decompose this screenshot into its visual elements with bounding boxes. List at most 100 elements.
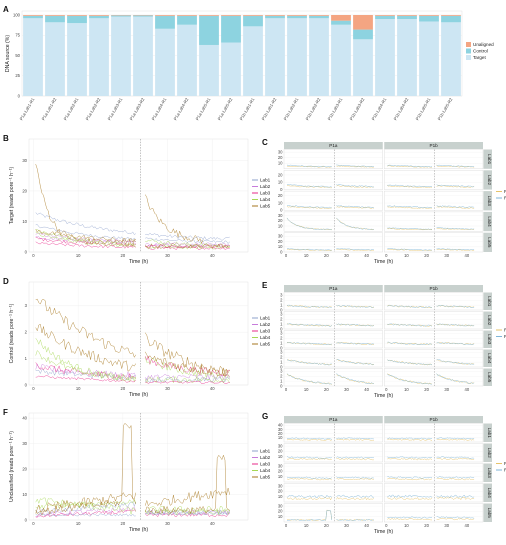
x-tick: 20 — [121, 253, 126, 258]
x-tick: 30 — [344, 523, 349, 528]
facet-series-r1 — [336, 477, 374, 480]
facet-series-r2 — [436, 373, 475, 385]
y-tick: 0 — [25, 382, 28, 387]
series-line-lab5 — [35, 492, 137, 514]
facet-series-r2 — [387, 437, 433, 440]
facet-series-r2 — [287, 342, 332, 346]
bar-unaligned — [45, 15, 65, 16]
y-tick: 0 — [280, 307, 283, 312]
y-axis-label: Target (reads pore⁻¹ h⁻¹) — [9, 167, 15, 225]
panel-label-b: B — [3, 134, 9, 143]
series-line-lab1 — [145, 232, 230, 241]
y-tick: 30 — [278, 149, 283, 154]
facet-row-strip — [483, 503, 492, 522]
x-tick: 0 — [385, 387, 388, 392]
facet-series-r1 — [286, 478, 332, 481]
y-tick: 0 — [25, 517, 28, 522]
bar-control — [221, 15, 241, 43]
x-tick: 0 — [385, 253, 388, 258]
bar-control — [177, 15, 197, 25]
facet-row-label: Lab2 — [487, 448, 492, 459]
x-tick-a: P1b-Lab2-R2 — [305, 96, 322, 121]
facet-series-r2 — [286, 184, 332, 188]
facet-row-label: Lab1 — [487, 296, 492, 307]
y-tick-a: 0 — [18, 93, 21, 98]
facet-row-label: Lab2 — [487, 315, 492, 326]
y-tick: 20 — [22, 188, 27, 193]
bar-control — [67, 15, 87, 24]
y-tick: 30 — [278, 463, 283, 468]
facet-series-r2 — [286, 304, 332, 308]
legend-swatch-a — [466, 55, 471, 60]
x-tick: 20 — [121, 386, 126, 391]
y-tick: 0 — [280, 249, 283, 254]
x-axis-label: Time (h) — [129, 392, 148, 398]
facet-cell — [384, 483, 484, 503]
facet-series-r2 — [286, 494, 332, 498]
y-tick: 20 — [278, 155, 283, 160]
y-tick: 30 — [22, 441, 27, 446]
legend-label: Lab4 — [260, 197, 271, 202]
facet-row-label: Lab5 — [487, 237, 492, 248]
series-line-lab5 — [35, 423, 137, 516]
x-tick: 10 — [76, 386, 81, 391]
y-tick: 30 — [278, 443, 283, 448]
y-tick: 10 — [278, 514, 283, 519]
bar-control — [111, 15, 131, 17]
y-tick: 2 — [280, 298, 283, 303]
facet-series-r2 — [387, 248, 433, 251]
facet-strip-p1a — [284, 416, 383, 423]
x-axis-label: Time (h) — [374, 529, 393, 535]
facet-series-r2 — [387, 341, 433, 346]
y-tick: 2 — [280, 317, 283, 322]
facet-series-r2 — [336, 323, 374, 327]
facet-series-r1 — [436, 457, 475, 461]
legend-label: Lab3 — [260, 462, 271, 467]
facet-series-r1 — [387, 228, 433, 231]
x-axis-label: Time (h) — [374, 393, 393, 399]
facet-series-r2 — [336, 164, 374, 167]
bar-control — [23, 15, 43, 19]
facet-series-r2 — [387, 456, 433, 459]
facet-row-strip — [483, 463, 492, 482]
facet-series-r2 — [387, 494, 433, 498]
y-tick: 20 — [278, 239, 283, 244]
x-tick: 40 — [364, 253, 369, 258]
series-line-lab1 — [35, 212, 136, 235]
bar-unaligned — [265, 15, 285, 16]
facet-row-label: Lab4 — [487, 216, 492, 227]
facet-series-r2 — [387, 184, 433, 188]
x-axis-label: Time (h) — [129, 527, 148, 533]
facet-strip-label: P1b — [430, 417, 439, 422]
bar-control — [199, 15, 219, 45]
series-line-lab5 — [145, 351, 230, 377]
legend-label: Lab1 — [260, 449, 271, 454]
bar-unaligned — [353, 15, 373, 30]
facet-cell — [283, 211, 383, 232]
series-line-lab3 — [35, 241, 136, 249]
facet-cell — [283, 149, 383, 169]
x-tick-a: P1b-Lab4-R1 — [371, 96, 388, 121]
facet-series-r2 — [336, 205, 374, 208]
x-tick: 30 — [444, 523, 449, 528]
bar-unaligned — [243, 15, 263, 16]
facet-strip-p1a — [284, 285, 383, 292]
facet-series-r2 — [436, 227, 475, 230]
facet-row-label: Lab5 — [487, 508, 492, 519]
x-tick-a: P1a-Lab3-R2 — [129, 96, 146, 121]
y-tick: 3 — [280, 312, 283, 317]
x-tick-a: P1a-Lab1-R1 — [19, 96, 36, 121]
facet-series-r1 — [286, 497, 333, 501]
bar-control — [331, 20, 351, 25]
x-axis-label: Time (h) — [374, 259, 393, 265]
x-tick: 30 — [344, 253, 349, 258]
legend-label-a: Target — [473, 55, 486, 60]
y-tick: 10 — [278, 200, 283, 205]
facet-series-r2 — [387, 359, 433, 366]
facet-series-r1 — [286, 218, 332, 231]
y-tick: 30 — [278, 503, 283, 508]
facet-series-r1 — [436, 438, 475, 441]
y-tick: 0 — [280, 208, 283, 213]
series-line-lab4 — [35, 231, 136, 247]
